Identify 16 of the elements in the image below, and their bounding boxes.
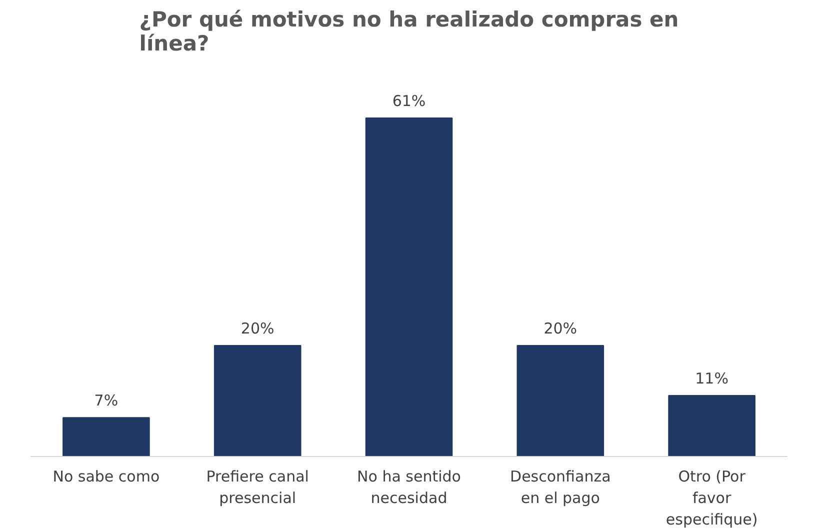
data-label: 20% (544, 320, 578, 338)
bar (365, 118, 453, 456)
bar (516, 345, 604, 456)
bar (62, 417, 150, 456)
x-tick-label: Prefiere canal presencial (206, 468, 309, 508)
data-label: 61% (392, 92, 426, 110)
x-tick-label: Desconfianza en el pago (510, 468, 611, 508)
data-label: 11% (695, 369, 728, 388)
x-tick-label: No sabe como (52, 468, 160, 486)
bar (668, 394, 756, 456)
data-label: 7% (94, 392, 118, 410)
x-tick-label: Otro (Por favor especifique) (666, 468, 758, 529)
x-tick-label: No ha sentido necesidad (357, 468, 461, 508)
data-label: 20% (240, 320, 274, 338)
bar (214, 345, 302, 456)
chart-title: ¿Por qué motivos no ha realizado compras en línea? (139, 8, 679, 56)
